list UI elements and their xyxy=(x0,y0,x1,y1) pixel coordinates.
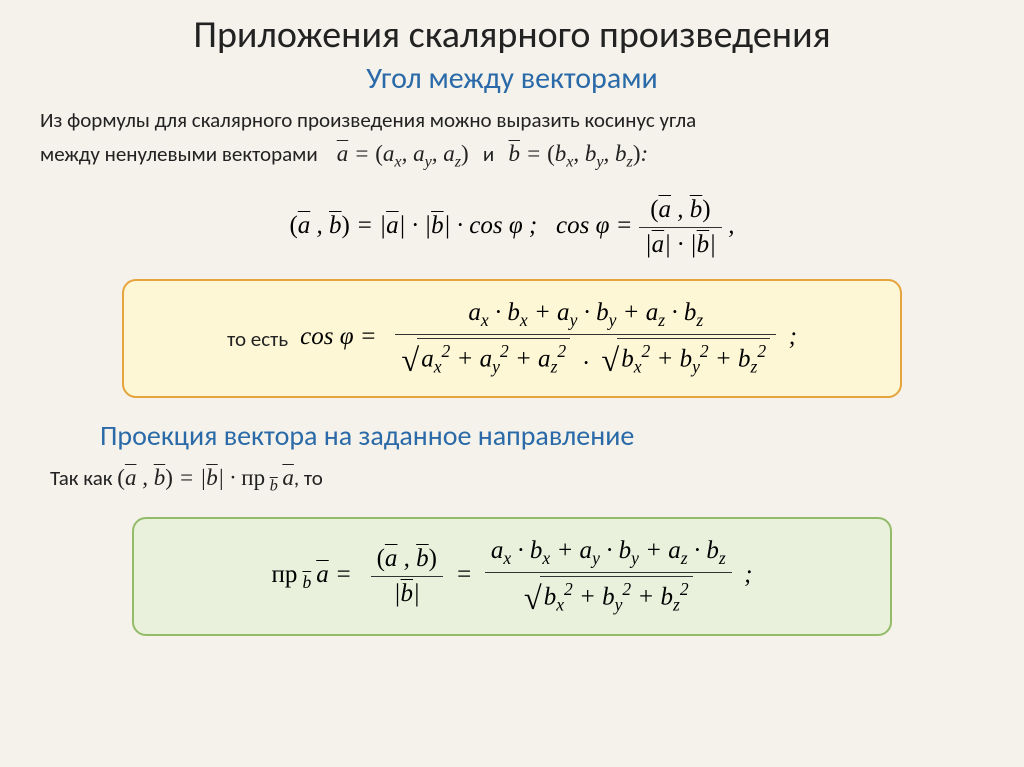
formula-box-cos: то есть cos φ = ax · bx + ay · by + az ·… xyxy=(122,279,902,398)
intro-line1: Из формулы для скалярного произведения м… xyxy=(40,107,696,133)
section2-prefix: Так как xyxy=(50,465,113,491)
section2-title: Проекция вектора на заданное направление xyxy=(100,418,984,453)
sub-title: Угол между векторами xyxy=(40,60,984,97)
formula-box-proj: пр b a = (a , b) |b| = ax · bx + ay · by… xyxy=(132,517,892,636)
proj-expanded: пр b a = (a , b) |b| = ax · bx + ay · by… xyxy=(272,537,753,616)
formula-dot-cos: (a , b) = |a| · |b| · cos φ ; cos φ = (a… xyxy=(40,196,984,259)
slide-container: Приложения скалярного произведения Угол … xyxy=(0,0,1024,674)
intro-and: и xyxy=(483,141,494,167)
vec-b-def: b = (bx, by, bz): xyxy=(509,141,649,166)
intro-text: Из формулы для скалярного произведения м… xyxy=(40,105,984,174)
main-title: Приложения скалярного произведения xyxy=(40,12,984,58)
section2-intro: Так как (a , b) = |b| · пр b a, то xyxy=(50,461,984,499)
section2-suffix: , то xyxy=(294,465,323,491)
proj-def: (a , b) = |b| · пр b a xyxy=(117,465,294,490)
cos-expanded: cos φ = ax · bx + ay · by + az · bz √ax2… xyxy=(300,299,797,378)
vec-a-def: a = (ax, ay, az) xyxy=(337,141,469,166)
intro-line2-prefix: между ненулевыми векторами xyxy=(40,141,318,167)
label-to-jest: то есть xyxy=(227,326,288,352)
